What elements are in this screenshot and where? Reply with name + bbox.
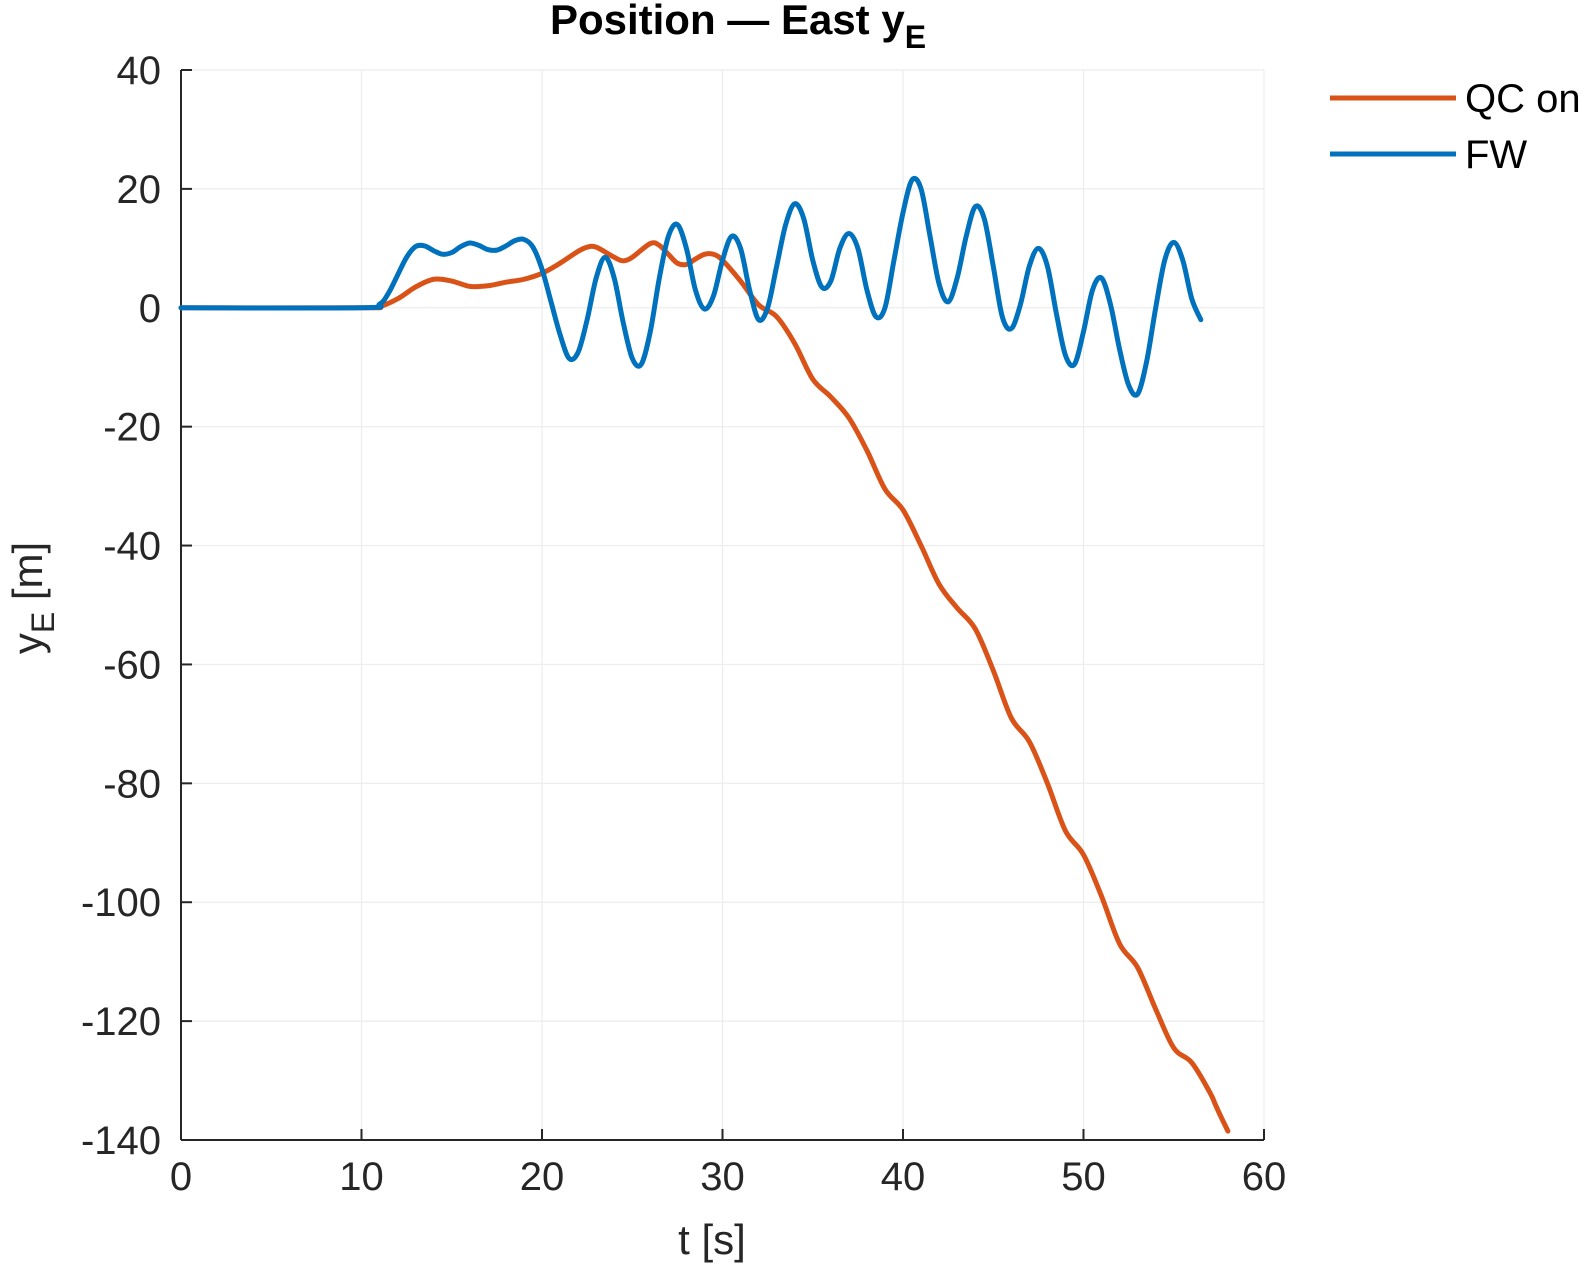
grid [180,69,1265,1141]
legend-label-qc-on: QC on [1465,77,1581,121]
y-tick-label: -60 [103,643,161,687]
chart-title: Position — East yE [550,0,926,55]
y-axis-label: yE [m] [4,542,61,654]
series-line-fw [178,175,1204,398]
y-tick-label: 40 [117,49,162,93]
x-tick-label: 60 [1242,1155,1287,1199]
x-tick-label: 20 [520,1155,565,1199]
axes [180,69,1265,1141]
y-tick-label: 0 [139,287,161,331]
x-tick-label: 40 [881,1155,926,1199]
x-tick-label: 30 [700,1155,745,1199]
legend: QC on FW [1330,77,1581,177]
y-tick-label: -20 [103,406,161,450]
y-tick-label: -140 [81,1119,161,1163]
y-tick-label: -80 [103,762,161,806]
y-tick-label: -40 [103,525,161,569]
x-tick-label: 50 [1061,1155,1106,1199]
y-tick-label: 20 [117,168,162,212]
series-layer [178,175,1231,1134]
y-tick-label: -120 [81,1000,161,1044]
tick-labels: 0 10 20 30 40 50 60 -140 -120 -100 -80 -60 -40 -20 0 20… [81,49,1286,1199]
legend-label-fw: FW [1465,133,1527,177]
x-tick-label: 10 [339,1155,384,1199]
series-line-qc-on [178,240,1231,1134]
x-tick-label: 0 [170,1155,192,1199]
y-tick-label: -100 [81,881,161,925]
x-axis-label: t [s] [678,1216,746,1263]
